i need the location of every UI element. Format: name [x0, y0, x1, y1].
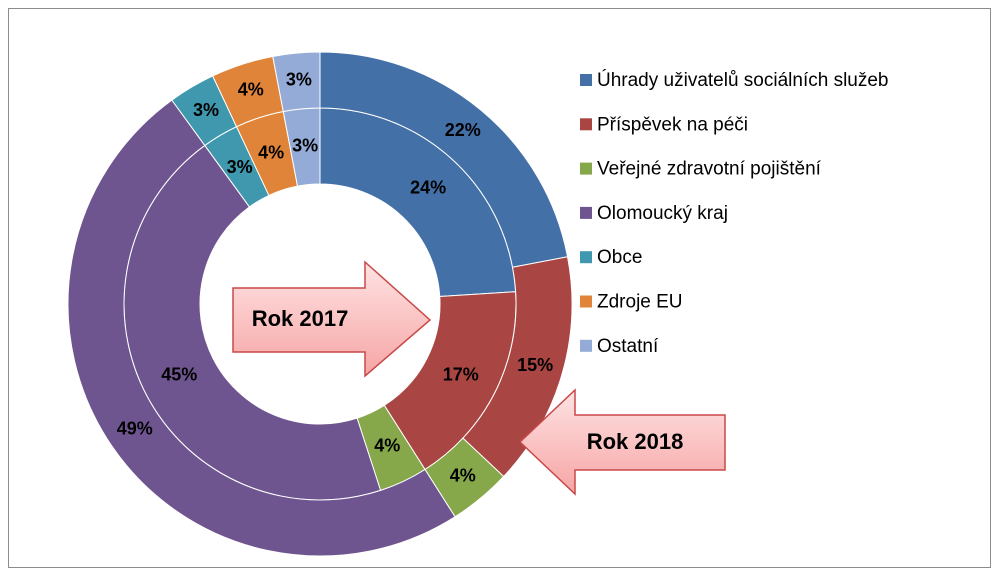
- legend-label: Veřejné zdravotní pojištění: [597, 159, 822, 180]
- arrow-2017: [232, 260, 432, 378]
- legend-swatch: [580, 251, 592, 264]
- data-label: 4%: [258, 142, 284, 162]
- data-label: 4%: [450, 465, 476, 485]
- legend: Úhrady uživatelů sociálních služeb Příspě…: [580, 69, 889, 357]
- data-label: 3%: [193, 100, 219, 120]
- legend-label: Olomoucký kraj: [597, 203, 728, 224]
- data-label: 22%: [445, 120, 481, 140]
- data-label: 24%: [410, 178, 446, 198]
- legend-label: Ostatní: [597, 336, 659, 357]
- arrow-2018: [518, 388, 726, 496]
- segment: [272, 51, 321, 113]
- legend-label: Obce: [597, 247, 642, 268]
- data-label: 45%: [161, 364, 197, 384]
- legend-swatch: [580, 118, 592, 131]
- arrow-label: Rok 2018: [587, 429, 684, 454]
- data-label: 49%: [117, 419, 153, 439]
- arrow-label: Rok 2017: [252, 306, 349, 331]
- data-label: 4%: [238, 80, 264, 100]
- data-label: 3%: [292, 135, 318, 155]
- legend-swatch: [580, 206, 592, 219]
- data-label: 3%: [286, 70, 312, 90]
- legend-swatch: [580, 295, 592, 308]
- legend-label: Úhrady uživatelů sociálních služeb: [597, 69, 889, 91]
- legend-swatch: [580, 74, 592, 86]
- legend-label: Příspěvek na péči: [597, 114, 748, 135]
- legend-swatch: [580, 339, 592, 352]
- legend-label: Zdroje EU: [597, 292, 683, 313]
- segment: [67, 99, 456, 557]
- data-label: 17%: [443, 364, 479, 384]
- legend-swatch: [580, 162, 592, 175]
- rings: 24%17%4%45%3%4% 3%22%15%4%49%3%4% 3%: [67, 51, 573, 557]
- data-label: 15%: [517, 355, 553, 375]
- data-label: 4%: [374, 436, 400, 456]
- data-label: 3%: [227, 157, 253, 177]
